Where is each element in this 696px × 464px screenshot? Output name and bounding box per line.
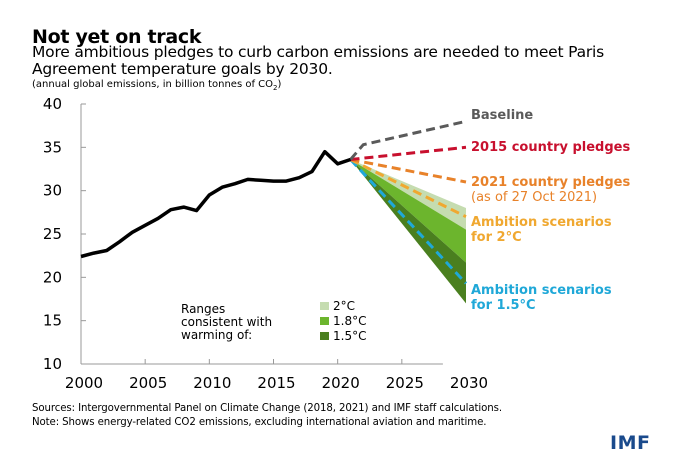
units-subscript: 2	[273, 84, 278, 92]
chart-subtitle: More ambitious pledges to curb carbon em…	[32, 43, 605, 78]
legend-title: Ranges	[181, 302, 225, 316]
y-tick-label: 40	[43, 95, 62, 113]
legend-swatch	[320, 332, 329, 340]
baseline-line	[349, 119, 467, 161]
label-baseline: Baseline	[471, 108, 533, 123]
x-tick-label: 2005	[129, 374, 167, 392]
chart-title: Not yet on track	[32, 26, 202, 48]
units-suffix: )	[277, 79, 282, 90]
x-tick-label: 2020	[322, 374, 360, 392]
band-15c	[350, 159, 466, 304]
label-ambition-15c-sub: for 1.5°C	[471, 298, 536, 313]
legend-label: 1.5°C	[333, 329, 366, 343]
x-tick-label: 2015	[257, 374, 295, 392]
y-tick-label: 35	[43, 138, 62, 156]
sources-note: Sources: Intergovernmental Panel on Clim…	[32, 403, 502, 414]
x-tick-label: 2030	[450, 374, 488, 392]
label-ambition-2c: Ambition scenarios	[471, 215, 612, 230]
x-tick-label: 2010	[193, 374, 231, 392]
units-label: (annual global emissions, in billion ton…	[32, 79, 281, 92]
x-tick-label: 2000	[65, 374, 103, 392]
legend-title: warming of:	[181, 328, 252, 342]
y-tick-label: 25	[43, 225, 62, 243]
legend-label: 1.8°C	[333, 314, 366, 328]
label-2021-pledges: 2021 country pledges	[471, 175, 630, 190]
label-ambition-2c-sub: for 2°C	[471, 230, 522, 245]
footer: Sources: Intergovernmental Panel on Clim…	[32, 402, 502, 430]
legend-title: consistent with	[181, 315, 272, 329]
pledges-2015-line	[350, 145, 467, 161]
y-tick-label: 30	[43, 182, 62, 200]
historical-line	[80, 149, 352, 259]
label-2021-pledges-sub: (as of 27 Oct 2021)	[471, 190, 597, 205]
data-note: Note: Shows energy-related CO2 emissions…	[32, 417, 487, 428]
legend-swatch	[320, 317, 329, 325]
y-tick-label: 20	[43, 268, 62, 286]
legend-label: 2°C	[333, 299, 355, 313]
x-tick-label: 2025	[386, 374, 424, 392]
annotations: Baseline 2015 country pledges 2021 country…	[471, 108, 630, 313]
series-lines	[80, 119, 468, 285]
y-tick-label: 15	[43, 312, 62, 330]
label-2015-pledges: 2015 country pledges	[471, 140, 630, 155]
ambition-15c-line	[349, 158, 468, 285]
ambition-2c-line	[349, 158, 467, 219]
legend-swatch	[320, 302, 329, 310]
pledges-2021-line	[350, 158, 467, 184]
label-ambition-15c: Ambition scenarios	[471, 283, 612, 298]
scenario-bands	[350, 159, 466, 304]
units-prefix: (annual global emissions, in billion ton…	[32, 79, 274, 90]
imf-logo: IMF	[610, 432, 651, 454]
y-tick-label: 10	[43, 355, 62, 373]
